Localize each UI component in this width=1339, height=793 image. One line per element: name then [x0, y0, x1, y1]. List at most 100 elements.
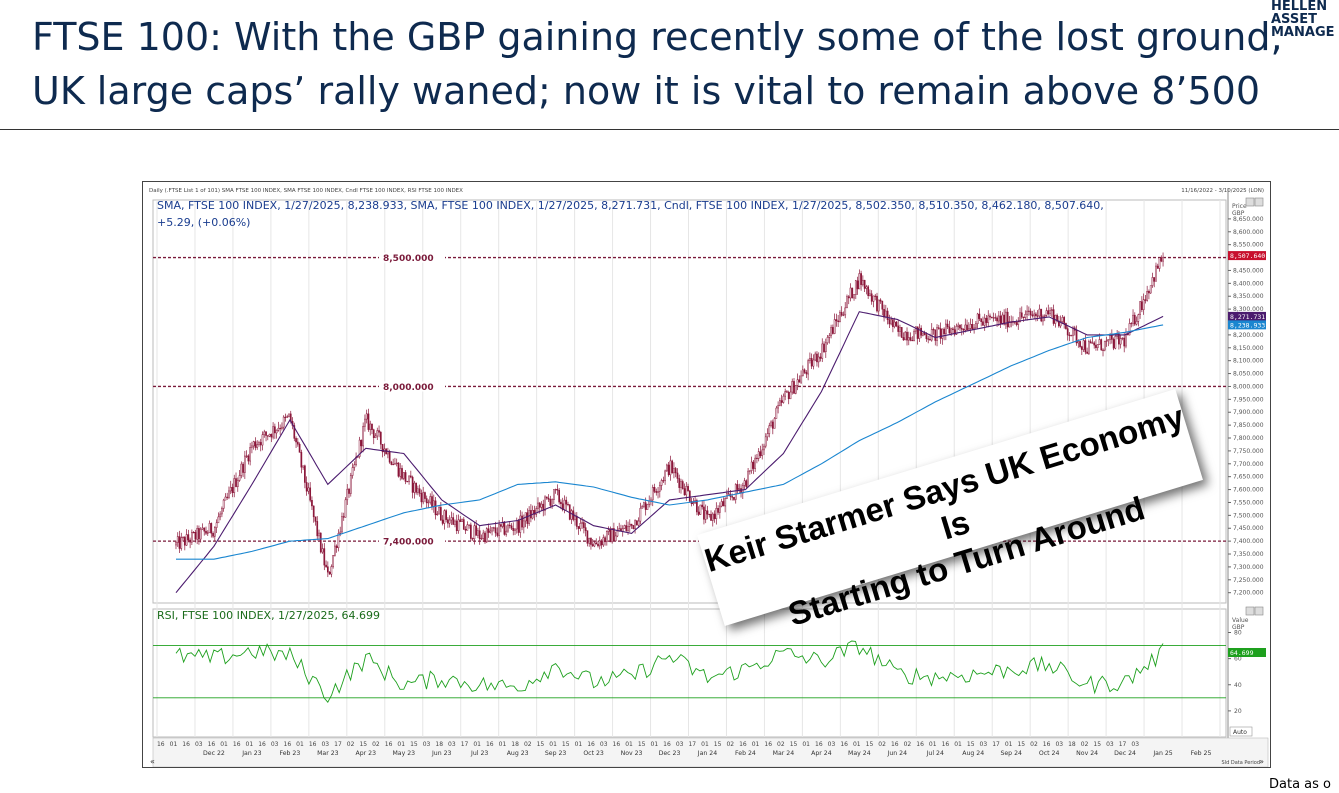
candle-body	[1088, 341, 1090, 354]
x-month-label: Aug 23	[507, 750, 529, 757]
candle-body	[221, 508, 223, 515]
candle-body	[1020, 312, 1023, 318]
candle-body	[500, 524, 502, 527]
x-day-label: 16	[663, 741, 671, 748]
candle-body	[1079, 341, 1081, 347]
candle-body	[722, 501, 725, 507]
candle-body	[339, 531, 342, 534]
price-tick-label: 7,250.000	[1233, 577, 1264, 584]
candle-body	[390, 461, 393, 465]
candle-body	[323, 548, 326, 566]
candle-body	[1015, 322, 1018, 325]
candle-body	[326, 566, 329, 573]
candle-body	[459, 519, 462, 522]
price-tick-label: 7,300.000	[1233, 564, 1264, 571]
level-label: 7,400.000	[383, 538, 434, 548]
candle-body	[1024, 313, 1027, 318]
candle-body	[330, 566, 333, 575]
candle-body	[865, 286, 868, 289]
candle-body	[473, 525, 476, 540]
price-tick-label: 7,950.000	[1233, 396, 1264, 403]
candle-body	[936, 327, 938, 341]
x-day-label: 16	[739, 741, 747, 748]
x-day-label: 02	[777, 741, 785, 748]
candle-body	[1043, 314, 1046, 317]
candle-body	[388, 451, 391, 463]
candle-body	[1112, 339, 1115, 349]
candle-body	[847, 296, 850, 299]
candle-body	[611, 528, 613, 543]
candle-body	[1110, 335, 1113, 340]
candle-body	[906, 331, 908, 341]
candle-body	[814, 353, 817, 361]
candle-body	[470, 524, 472, 539]
x-month-label: Apr 23	[356, 750, 377, 757]
candle-body	[259, 442, 262, 446]
candle-body	[1006, 311, 1009, 328]
candle-body	[277, 427, 280, 431]
candle-body	[749, 470, 751, 472]
candle-body	[602, 537, 605, 546]
candle-body	[565, 499, 568, 505]
candle-body	[369, 423, 372, 430]
candle-body	[450, 517, 453, 521]
x-day-label: 02	[878, 741, 886, 748]
level-label-bg	[379, 252, 445, 263]
candle-body	[341, 516, 343, 533]
candle-body	[881, 300, 884, 310]
level-label-bg	[379, 536, 445, 547]
candle-body	[636, 520, 638, 526]
candle-body	[358, 439, 361, 457]
candle-body	[438, 507, 440, 515]
candle-body	[826, 337, 829, 344]
candle-body	[809, 358, 811, 361]
x-month-label: Dec 23	[659, 750, 681, 757]
candle-body	[687, 486, 689, 492]
x-month-label: Mar 23	[317, 750, 339, 757]
candle-body	[1022, 316, 1025, 318]
candle-body	[332, 555, 334, 567]
candle-body	[222, 499, 225, 509]
candle-body	[424, 492, 426, 499]
candle-body	[897, 325, 900, 332]
candle-body	[1084, 340, 1087, 353]
candle-body	[1028, 310, 1030, 312]
candle-body	[265, 431, 267, 436]
candle-body	[713, 513, 716, 520]
candle-body	[353, 464, 356, 468]
candle-body	[1059, 321, 1062, 327]
level-label: 8,000.000	[383, 383, 434, 393]
price-tick-label: 7,850.000	[1233, 422, 1264, 429]
candle-body	[466, 524, 469, 531]
candle-body	[644, 502, 647, 510]
x-day-label: 15	[866, 741, 874, 748]
panel-button	[1245, 197, 1255, 207]
candle-body	[206, 532, 209, 534]
candle-body	[623, 525, 626, 529]
candle-body	[517, 520, 520, 533]
candle-body	[613, 528, 615, 542]
level-label: 8,500.000	[383, 254, 434, 264]
x-day-label: 02	[524, 741, 532, 748]
candle-body	[348, 488, 350, 494]
candle-body	[752, 461, 755, 469]
logo-line1: HELLEN	[1271, 0, 1328, 14]
candle-body	[745, 480, 748, 488]
candle-body	[688, 490, 691, 502]
candle-body	[208, 523, 211, 534]
x-day-label: 01	[954, 741, 962, 748]
candle-body	[210, 523, 213, 534]
candle-body	[641, 506, 643, 509]
candle-body	[505, 530, 508, 535]
candle-body	[1139, 301, 1141, 315]
price-tick-label: 8,600.000	[1233, 229, 1264, 236]
text-layer: Daily (.FTSE List 1 of 101) SMA FTSE 100…	[149, 188, 1264, 622]
candle-body	[420, 493, 423, 503]
x-day-label: 17	[334, 741, 342, 748]
candle-body	[307, 487, 310, 492]
candle-body	[888, 319, 891, 325]
candle-body	[563, 499, 566, 511]
candle-body	[805, 372, 808, 375]
candle-body	[1103, 340, 1106, 351]
price-legend-line1: SMA, FTSE 100 INDEX, 1/27/2025, 8,238.93…	[157, 199, 1104, 212]
